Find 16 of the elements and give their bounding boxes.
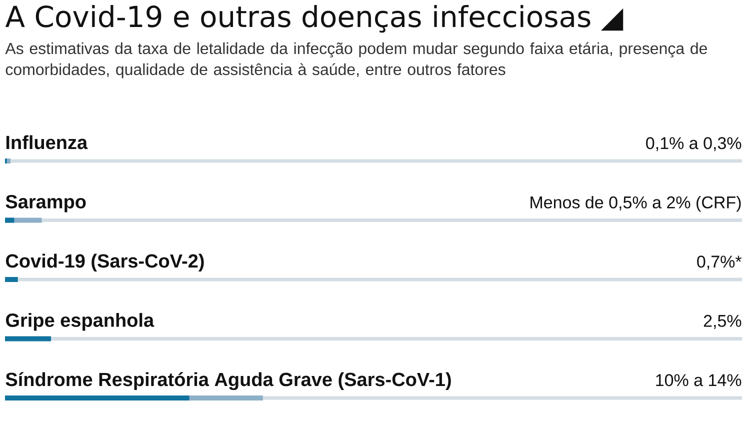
y-tick-label: Gripe espanhola	[6, 312, 154, 331]
bar	[5, 396, 190, 401]
chart-title: A Covid-19 e outras doenças infecciosas ◢	[5, 4, 624, 33]
data-label: 2,5%	[704, 314, 742, 329]
bar	[5, 277, 18, 282]
y-tick-label: Influenza	[6, 135, 88, 150]
data-label: Menos de 0,5% a 2% (CRF)	[530, 196, 741, 212]
data-label: 0,7%*	[697, 256, 742, 270]
data-label: 10% a 14%	[656, 374, 742, 386]
chart-subtitle: As estimativas da taxa de letalidade da infecção podem mudar segundo faixa etária, presença de comorbidades, qualidade de assistência à saúde, entre outros fatores	[5, 42, 707, 78]
y-tick-label: Covid-19 (Sars-CoV-2)	[6, 254, 204, 272]
y-tick-label: Sarampo	[6, 194, 86, 212]
bar	[5, 336, 52, 342]
data-label: 0,1% a 0,3%	[646, 137, 742, 152]
y-tick-label: Síndrome Respiratória Aguda Grave (Sars-CoV-1)	[6, 372, 451, 390]
bar	[5, 218, 14, 223]
